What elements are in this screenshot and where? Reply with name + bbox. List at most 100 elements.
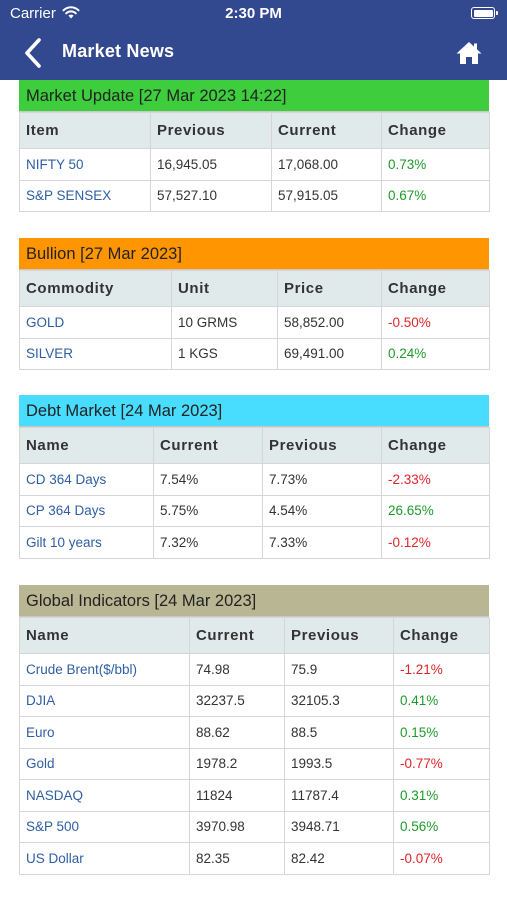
value-cell: 82.35 bbox=[189, 842, 285, 875]
data-table: Name Current Previous Change CD 364 Days 7.54… bbox=[19, 427, 490, 559]
table-header-row: Item Previous Current Change bbox=[19, 112, 490, 149]
bullion-section: Bullion [27 Mar 2023] Commodity Unit Price C… bbox=[19, 238, 490, 370]
item-name-link[interactable]: S&P 500 bbox=[19, 810, 190, 843]
section-title: Bullion [27 Mar 2023] bbox=[19, 238, 489, 270]
column-header: Previous bbox=[150, 112, 272, 149]
item-name-link[interactable]: DJIA bbox=[19, 684, 190, 717]
column-header: Name bbox=[19, 427, 154, 464]
item-name-link[interactable]: GOLD bbox=[19, 306, 172, 339]
item-name-link[interactable]: SILVER bbox=[19, 337, 172, 370]
item-name-link[interactable]: Crude Brent($/bbl) bbox=[19, 653, 190, 686]
column-header: Previous bbox=[262, 427, 382, 464]
value-cell: 88.5 bbox=[284, 716, 394, 749]
change-value: -0.77% bbox=[393, 747, 490, 780]
table-row: NASDAQ 11824 11787.4 0.31% bbox=[19, 779, 490, 812]
value-cell: 69,491.00 bbox=[277, 337, 382, 370]
change-value: 26.65% bbox=[381, 494, 490, 527]
value-cell: 11787.4 bbox=[284, 779, 394, 812]
section-title: Global Indicators [24 Mar 2023] bbox=[19, 585, 489, 617]
item-name-link[interactable]: Gold bbox=[19, 747, 190, 780]
change-value: 0.15% bbox=[393, 716, 490, 749]
table-header-row: Name Current Previous Change bbox=[19, 617, 490, 654]
table-row: CD 364 Days 7.54% 7.73% -2.33% bbox=[19, 463, 490, 496]
value-cell: 75.9 bbox=[284, 653, 394, 686]
column-header: Current bbox=[189, 617, 285, 654]
value-cell: 7.32% bbox=[153, 526, 263, 559]
change-value: 0.73% bbox=[381, 148, 490, 181]
column-header: Change bbox=[381, 270, 490, 307]
status-bar: Carrier 2:30 PM bbox=[0, 0, 507, 28]
table-row: NIFTY 50 16,945.05 17,068.00 0.73% bbox=[19, 148, 490, 181]
column-header: Change bbox=[381, 427, 490, 464]
change-value: 0.67% bbox=[381, 179, 490, 212]
value-cell: 3970.98 bbox=[189, 810, 285, 843]
value-cell: 17,068.00 bbox=[271, 148, 382, 181]
change-value: 0.31% bbox=[393, 779, 490, 812]
column-header: Current bbox=[153, 427, 263, 464]
value-cell: 88.62 bbox=[189, 716, 285, 749]
status-time: 2:30 PM bbox=[225, 5, 282, 22]
table-row: SILVER 1 KGS 69,491.00 0.24% bbox=[19, 337, 490, 370]
value-cell: 7.73% bbox=[262, 463, 382, 496]
nav-bar: Market News bbox=[0, 28, 507, 80]
table-row: Euro 88.62 88.5 0.15% bbox=[19, 716, 490, 749]
change-value: 0.41% bbox=[393, 684, 490, 717]
change-value: -0.07% bbox=[393, 842, 490, 875]
item-name-link[interactable]: Gilt 10 years bbox=[19, 526, 154, 559]
table-row: Gilt 10 years 7.32% 7.33% -0.12% bbox=[19, 526, 490, 559]
value-cell: 11824 bbox=[189, 779, 285, 812]
column-header: Item bbox=[19, 112, 151, 149]
table-header-row: Commodity Unit Price Change bbox=[19, 270, 490, 307]
table-row: GOLD 10 GRMS 58,852.00 -0.50% bbox=[19, 306, 490, 339]
data-table: Name Current Previous Change Crude Brent($/b… bbox=[19, 617, 490, 875]
table-row: Gold 1978.2 1993.5 -0.77% bbox=[19, 747, 490, 780]
home-button[interactable] bbox=[455, 40, 483, 66]
data-table: Item Previous Current Change NIFTY 50 16,945.… bbox=[19, 112, 490, 212]
item-name-link[interactable]: CP 364 Days bbox=[19, 494, 154, 527]
value-cell: 57,527.10 bbox=[150, 179, 272, 212]
item-name-link[interactable]: NIFTY 50 bbox=[19, 148, 151, 181]
column-header: Change bbox=[393, 617, 490, 654]
value-cell: 1 KGS bbox=[171, 337, 278, 370]
value-cell: 58,852.00 bbox=[277, 306, 382, 339]
column-header: Current bbox=[271, 112, 382, 149]
change-value: -0.12% bbox=[381, 526, 490, 559]
table-row: CP 364 Days 5.75% 4.54% 26.65% bbox=[19, 494, 490, 527]
item-name-link[interactable]: NASDAQ bbox=[19, 779, 190, 812]
wifi-icon bbox=[62, 6, 80, 19]
value-cell: 32105.3 bbox=[284, 684, 394, 717]
table-row: S&P SENSEX 57,527.10 57,915.05 0.67% bbox=[19, 179, 490, 212]
column-header: Previous bbox=[284, 617, 394, 654]
app-header: Carrier 2:30 PM Market News bbox=[0, 0, 507, 80]
value-cell: 1993.5 bbox=[284, 747, 394, 780]
global-indicators-section: Global Indicators [24 Mar 2023] Name Curre… bbox=[19, 585, 490, 875]
page-title: Market News bbox=[62, 41, 175, 61]
value-cell: 10 GRMS bbox=[171, 306, 278, 339]
value-cell: 7.33% bbox=[262, 526, 382, 559]
change-value: -0.50% bbox=[381, 306, 490, 339]
value-cell: 57,915.05 bbox=[271, 179, 382, 212]
table-row: DJIA 32237.5 32105.3 0.41% bbox=[19, 684, 490, 717]
value-cell: 74.98 bbox=[189, 653, 285, 686]
value-cell: 1978.2 bbox=[189, 747, 285, 780]
value-cell: 4.54% bbox=[262, 494, 382, 527]
battery-icon bbox=[471, 7, 498, 19]
item-name-link[interactable]: Euro bbox=[19, 716, 190, 749]
change-value: 0.56% bbox=[393, 810, 490, 843]
table-row: Crude Brent($/bbl) 74.98 75.9 -1.21% bbox=[19, 653, 490, 686]
table-row: US Dollar 82.35 82.42 -0.07% bbox=[19, 842, 490, 875]
section-title: Debt Market [24 Mar 2023] bbox=[19, 395, 489, 427]
data-table: Commodity Unit Price Change GOLD 10 GRMS 58,85… bbox=[19, 270, 490, 370]
column-header: Price bbox=[277, 270, 382, 307]
item-name-link[interactable]: S&P SENSEX bbox=[19, 179, 151, 212]
value-cell: 82.42 bbox=[284, 842, 394, 875]
value-cell: 16,945.05 bbox=[150, 148, 272, 181]
change-value: -1.21% bbox=[393, 653, 490, 686]
item-name-link[interactable]: CD 364 Days bbox=[19, 463, 154, 496]
value-cell: 5.75% bbox=[153, 494, 263, 527]
column-header: Name bbox=[19, 617, 190, 654]
market-update-section: Market Update [27 Mar 2023 14:22] Item Pre… bbox=[19, 80, 490, 212]
item-name-link[interactable]: US Dollar bbox=[19, 842, 190, 875]
back-button[interactable] bbox=[18, 36, 52, 70]
column-header: Unit bbox=[171, 270, 278, 307]
